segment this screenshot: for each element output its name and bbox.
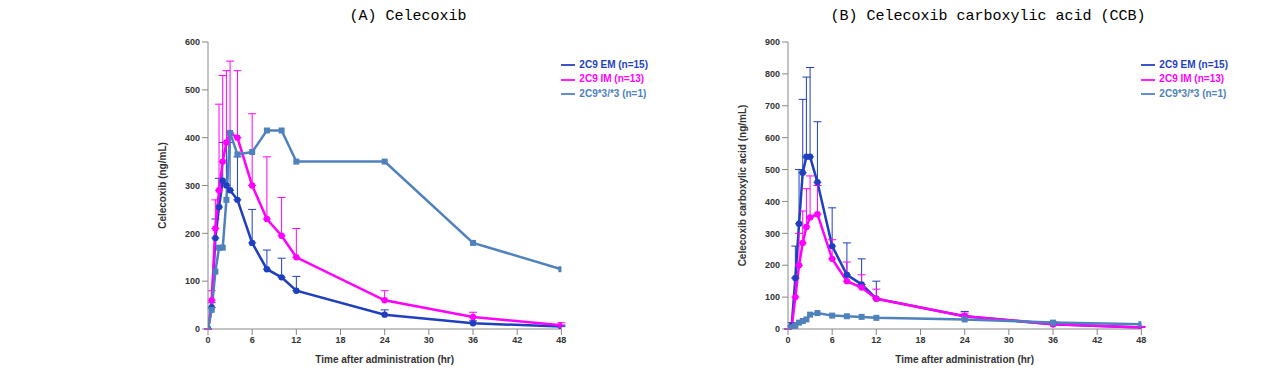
svg-text:Time after administration (hr): Time after administration (hr) <box>895 354 1034 365</box>
html-text:(A) Celecoxib: (A) Celecoxib <box>349 8 467 25</box>
svg-text:6: 6 <box>830 335 835 345</box>
html-text:2C9 IM (n=13): 2C9 IM (n=13) <box>579 73 645 85</box>
svg-text:600: 600 <box>185 37 200 47</box>
svg-text:800: 800 <box>765 69 780 79</box>
svg-text:24: 24 <box>380 335 390 345</box>
svg-text:Time after administration (hr): Time after administration (hr) <box>315 354 454 365</box>
svg-text:42: 42 <box>512 335 522 345</box>
svg-text:400: 400 <box>185 133 200 143</box>
svg-text:700: 700 <box>765 101 780 111</box>
svg-text:6: 6 <box>250 335 255 345</box>
svg-text:300: 300 <box>185 181 200 191</box>
svg-text:200: 200 <box>185 229 200 239</box>
html-text:(B) Celecoxib carboxylic acid: (B) Celecoxib carboxylic acid (CCB) <box>830 8 1146 25</box>
html-text:2C9*3/*3 (n=1): 2C9*3/*3 (n=1) <box>579 87 647 99</box>
svg-text:900: 900 <box>765 37 780 47</box>
svg-text:500: 500 <box>765 165 780 175</box>
svg-text:0: 0 <box>785 335 790 345</box>
svg-text:12: 12 <box>871 335 881 345</box>
svg-text:36: 36 <box>468 335 478 345</box>
html-text:2C9 IM (n=13): 2C9 IM (n=13) <box>1159 73 1225 85</box>
svg-text:30: 30 <box>1004 335 1014 345</box>
svg-text:18: 18 <box>916 335 926 345</box>
svg-text:0: 0 <box>195 324 200 334</box>
svg-text:42: 42 <box>1092 335 1102 345</box>
svg-text:18: 18 <box>336 335 346 345</box>
svg-text:600: 600 <box>765 133 780 143</box>
svg-text:12: 12 <box>291 335 301 345</box>
svg-text:48: 48 <box>1136 335 1146 345</box>
svg-text:0: 0 <box>205 335 210 345</box>
svg-text:Celecoxib carboxylic acid (ng/: Celecoxib carboxylic acid (ng/mL) <box>737 105 748 267</box>
svg-text:300: 300 <box>765 229 780 239</box>
svg-text:48: 48 <box>556 335 566 345</box>
html-text:2C9*3/*3 (n=1): 2C9*3/*3 (n=1) <box>1159 87 1227 99</box>
svg-text:100: 100 <box>765 292 780 302</box>
html-text:2C9 EM (n=15): 2C9 EM (n=15) <box>1159 59 1228 70</box>
svg-text:0: 0 <box>775 324 780 334</box>
svg-text:200: 200 <box>765 260 780 270</box>
svg-text:500: 500 <box>185 85 200 95</box>
svg-text:30: 30 <box>424 335 434 345</box>
html-text:2C9 EM (n=15): 2C9 EM (n=15) <box>579 59 648 70</box>
svg-text:Celecoxib (ng/mL): Celecoxib (ng/mL) <box>157 142 168 229</box>
svg-text:24: 24 <box>960 335 970 345</box>
svg-text:36: 36 <box>1048 335 1058 345</box>
svg-text:400: 400 <box>765 197 780 207</box>
svg-text:100: 100 <box>185 276 200 286</box>
